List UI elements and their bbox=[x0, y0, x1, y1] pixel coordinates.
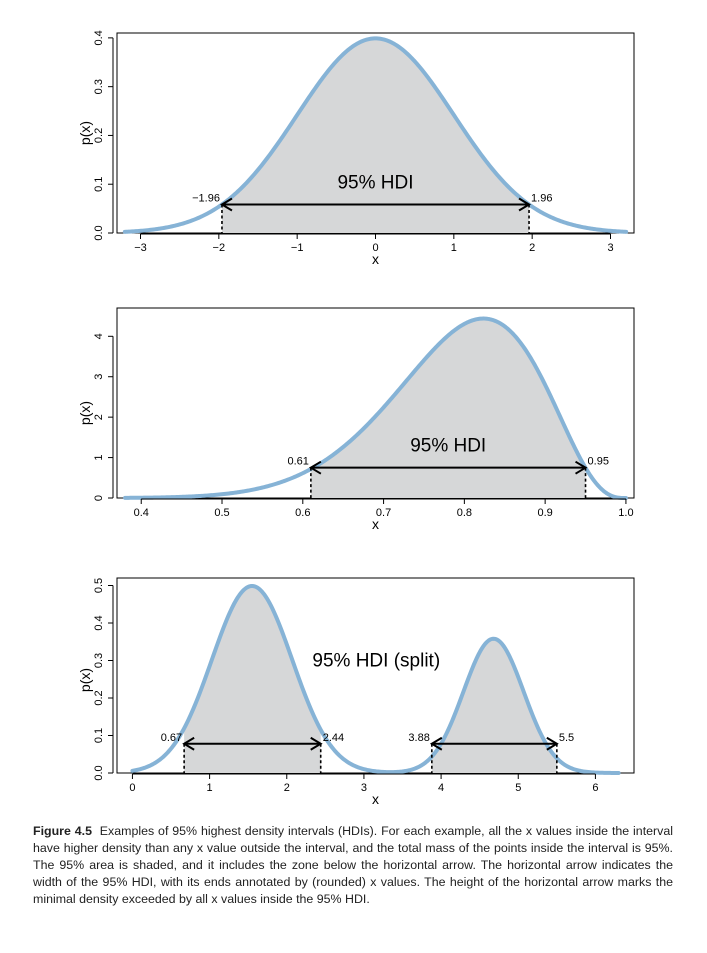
y-tick-label: 0.2 bbox=[93, 128, 105, 143]
x-axis-title: x bbox=[372, 251, 379, 267]
y-tick-label: 1 bbox=[93, 455, 105, 461]
hdi-shaded-area-1 bbox=[221, 38, 530, 233]
y-tick-label: 2 bbox=[93, 414, 105, 420]
hdi-end-label: 5.5 bbox=[559, 732, 574, 744]
y-tick-label: 0.4 bbox=[93, 615, 105, 630]
y-axis-title: p(x) bbox=[77, 401, 93, 425]
x-tick-label: 1 bbox=[451, 242, 457, 254]
chart-panel-normal: −1.96 1.96 95% HDI −3 −2 −1 0 1 2 3 x 0.0 0.1 0.2 0.3 0… bbox=[0, 0, 707, 275]
x-tick-label: −2 bbox=[213, 242, 226, 254]
y-tick-label: 0.1 bbox=[93, 177, 105, 192]
x-tick-label: 1.0 bbox=[618, 507, 633, 519]
x-tick-label: −3 bbox=[134, 242, 147, 254]
y-axis-title: p(x) bbox=[77, 668, 93, 692]
y-tick-label: 0.4 bbox=[93, 30, 105, 45]
y-tick-label: 0.2 bbox=[93, 690, 105, 705]
caption-text: Examples of 95% highest density interval… bbox=[33, 824, 674, 906]
x-tick-label: 4 bbox=[438, 782, 444, 794]
density-curve bbox=[123, 316, 628, 500]
hdi-label: 95% HDI bbox=[410, 436, 486, 457]
y-tick-label: 0.3 bbox=[93, 653, 105, 668]
x-tick-label: 5 bbox=[515, 782, 521, 794]
hdi-end-label: 3.88 bbox=[408, 732, 429, 744]
x-tick-label: 0.8 bbox=[457, 507, 472, 519]
x-tick-label: 6 bbox=[592, 782, 598, 794]
x-axis-title: x bbox=[372, 791, 379, 807]
hdi-end-label: −1.96 bbox=[192, 193, 220, 205]
x-tick-label: 3 bbox=[607, 242, 613, 254]
chart-panel-bimodal: 0.67 2.44 3.88 5.5 95% HDI (split) 0 1 2 3 4 5 6 x 0.… bbox=[0, 550, 707, 815]
x-tick-label: 0.9 bbox=[537, 507, 552, 519]
x-axis-title: x bbox=[372, 516, 379, 532]
hdi-label: 95% HDI (split) bbox=[312, 651, 440, 672]
hdi-end-label: 1.96 bbox=[531, 193, 552, 205]
hdi-shaded-area-1 bbox=[310, 318, 586, 498]
hdi-label: 95% HDI bbox=[337, 173, 413, 194]
x-tick-label: 0 bbox=[129, 782, 135, 794]
chart-bimodal: 0.67 2.44 3.88 5.5 95% HDI (split) 0 1 2 3 4 5 6 x 0.… bbox=[77, 577, 635, 807]
hdi-shaded-area-1 bbox=[184, 586, 321, 773]
chart-beta: 0.61 0.95 95% HDI 0.4 0.5 0.6 0.7 0.8 0.9 1.0 x 0 1 2… bbox=[77, 307, 635, 532]
hdi-end-label: 0.67 bbox=[161, 732, 182, 744]
chart-normal: −1.96 1.96 95% HDI −3 −2 −1 0 1 2 3 x 0.0 0.1 0.2 0.3 0… bbox=[77, 30, 635, 267]
x-tick-label: 2 bbox=[529, 242, 535, 254]
chart-panel-beta: 0.61 0.95 95% HDI 0.4 0.5 0.6 0.7 0.8 0.9 1.0 x 0 1 2… bbox=[0, 275, 707, 550]
x-tick-label: 0.4 bbox=[134, 507, 149, 519]
x-tick-label: 1 bbox=[207, 782, 213, 794]
density-curve bbox=[130, 584, 621, 775]
x-tick-label: 0.7 bbox=[376, 507, 391, 519]
hdi-shaded-area-2 bbox=[431, 638, 557, 773]
y-tick-label: 0.0 bbox=[93, 765, 105, 780]
y-tick-label: 0.3 bbox=[93, 79, 105, 94]
y-tick-label: 0.1 bbox=[93, 728, 105, 743]
y-tick-label: 0 bbox=[93, 495, 105, 501]
y-axis-title: p(x) bbox=[77, 121, 93, 145]
figure-number: Figure 4.5 bbox=[33, 824, 92, 838]
x-tick-label: 0 bbox=[372, 242, 378, 254]
x-tick-label: 3 bbox=[361, 782, 367, 794]
x-tick-label: 0.5 bbox=[214, 507, 229, 519]
y-tick-label: 3 bbox=[93, 374, 105, 380]
y-tick-label: 0.0 bbox=[93, 225, 105, 240]
hdi-arrow-1 bbox=[220, 197, 531, 212]
y-tick-label: 4 bbox=[93, 333, 105, 339]
x-tick-label: −1 bbox=[291, 242, 304, 254]
density-curve bbox=[122, 36, 629, 234]
figure-caption: Figure 4.5 Examples of 95% highest densi… bbox=[33, 823, 673, 908]
y-tick-label: 0.5 bbox=[93, 578, 105, 593]
x-tick-label: 2 bbox=[284, 782, 290, 794]
x-tick-label: 0.6 bbox=[295, 507, 310, 519]
hdi-end-label: 2.44 bbox=[323, 732, 344, 744]
hdi-end-label: 0.95 bbox=[588, 456, 609, 468]
hdi-end-label: 0.61 bbox=[287, 456, 308, 468]
